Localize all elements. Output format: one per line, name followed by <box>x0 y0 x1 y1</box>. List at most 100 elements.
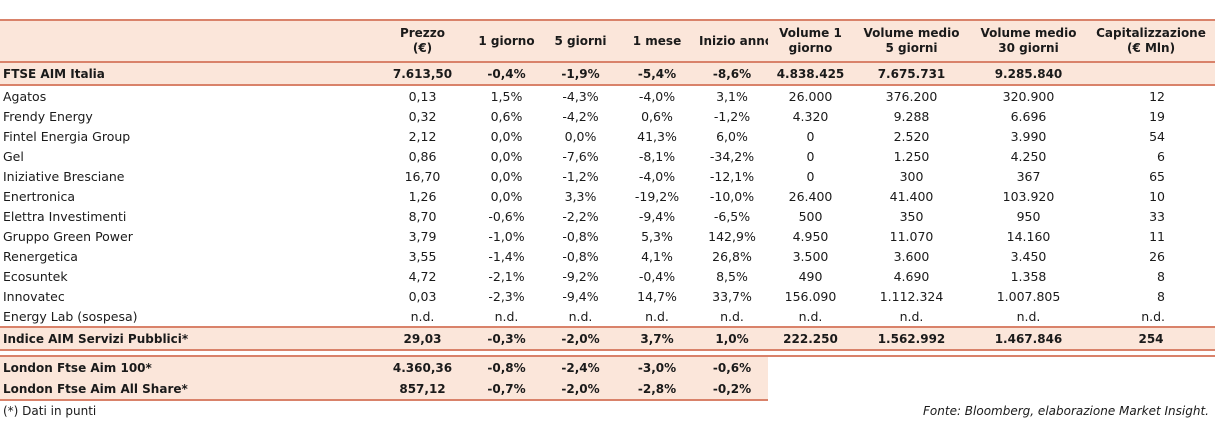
cell-inizio-anno: 6,0% <box>696 126 768 146</box>
cell-inizio-anno: 142,9% <box>696 226 768 246</box>
london-row: London Ftse Aim All Share* 857,12 -0,7% … <box>0 378 1215 401</box>
cell-volume-30: 9.285.840 <box>970 62 1087 86</box>
cell-name: Gel <box>0 146 375 166</box>
header-name <box>0 19 375 63</box>
header-1-mese: 1 mese <box>618 19 696 63</box>
cell-name: London Ftse Aim All Share* <box>0 378 375 401</box>
cell-volume-1: 26.000 <box>768 85 853 106</box>
cell-5-giorni: -0,8% <box>543 226 618 246</box>
cell-prezzo: 1,26 <box>375 186 470 206</box>
cell-volume-5: 9.288 <box>853 106 970 126</box>
cell-volume-30: 320.900 <box>970 85 1087 106</box>
cell-prezzo: n.d. <box>375 306 470 327</box>
table-footer: (*) Dati in punti Fonte: Bloomberg, elab… <box>3 404 1209 420</box>
cell-volume-5: 41.400 <box>853 186 970 206</box>
cell-volume-5: 1.562.992 <box>853 326 970 351</box>
cell-1-mese: -3,0% <box>618 355 696 378</box>
cell-inizio-anno: -0,2% <box>696 378 768 401</box>
cell-name: Innovatec <box>0 286 375 306</box>
cell-prezzo: 29,03 <box>375 326 470 351</box>
cell-name: Agatos <box>0 85 375 106</box>
cell-capitalizzazione: 33 <box>1087 206 1215 226</box>
header-capitalizzazione: Capitalizzazione (€ Mln) <box>1087 19 1215 63</box>
cell-capitalizzazione: 12 <box>1087 85 1215 106</box>
cell-capitalizzazione: 10 <box>1087 186 1215 206</box>
cell-inizio-anno: -0,6% <box>696 355 768 378</box>
cell-prezzo: 2,12 <box>375 126 470 146</box>
cell-1-mese: -2,8% <box>618 378 696 401</box>
cell-capitalizzazione: 8 <box>1087 286 1215 306</box>
cell-inizio-anno: -6,5% <box>696 206 768 226</box>
cell-5-giorni: -9,4% <box>543 286 618 306</box>
cell-capitalizzazione: 26 <box>1087 246 1215 266</box>
cell-5-giorni: -2,0% <box>543 326 618 351</box>
cell-prezzo: 0,86 <box>375 146 470 166</box>
cell-capitalizzazione <box>1087 62 1215 86</box>
cell-name: Enertronica <box>0 186 375 206</box>
cell-name: Renergetica <box>0 246 375 266</box>
cell-prezzo: 0,03 <box>375 286 470 306</box>
cell-1-giorno: -0,3% <box>470 326 543 351</box>
cell-1-mese: 5,3% <box>618 226 696 246</box>
cell-inizio-anno: 8,5% <box>696 266 768 286</box>
cell-volume-5: 4.690 <box>853 266 970 286</box>
aim-utilities-table: Prezzo (€) 1 giorno 5 giorni 1 mese Inizi… <box>0 19 1215 401</box>
cell-inizio-anno: -8,6% <box>696 62 768 86</box>
cell-1-giorno: 1,5% <box>470 85 543 106</box>
cell-1-mese: 4,1% <box>618 246 696 266</box>
cell-volume-5: 1.250 <box>853 146 970 166</box>
cell-volume-1: 4.950 <box>768 226 853 246</box>
cell-prezzo: 7.613,50 <box>375 62 470 86</box>
cell-1-mese: 3,7% <box>618 326 696 351</box>
cell-prezzo: 857,12 <box>375 378 470 401</box>
cell-name: Energy Lab (sospesa) <box>0 306 375 327</box>
spacer-cell <box>0 350 1215 356</box>
table-row: Gel 0,86 0,0% -7,6% -8,1% -34,2% 0 1.250 4.250 6 <box>0 146 1215 166</box>
cell-volume-30: n.d. <box>970 306 1087 327</box>
header-volume-1: Volume 1 giorno <box>768 19 853 63</box>
footnote: (*) Dati in punti <box>3 404 97 418</box>
header-row: Prezzo (€) 1 giorno 5 giorni 1 mese Inizi… <box>0 19 1215 63</box>
cell-1-mese: -5,4% <box>618 62 696 86</box>
cell-volume-1: 0 <box>768 146 853 166</box>
cell-1-mese: 41,3% <box>618 126 696 146</box>
header-volume-1-line2: giorno <box>788 41 833 55</box>
header-volume-30-line1: Volume medio <box>980 26 1077 40</box>
cell-capitalizzazione: n.d. <box>1087 306 1215 327</box>
cell-1-giorno: 0,0% <box>470 166 543 186</box>
table-row: Renergetica 3,55 -1,4% -0,8% 4,1% 26,8% 3.500 3… <box>0 246 1215 266</box>
cell-1-mese: -4,0% <box>618 85 696 106</box>
cell-volume-5: 11.070 <box>853 226 970 246</box>
cell-volume-1: 3.500 <box>768 246 853 266</box>
table-row: Gruppo Green Power 3,79 -1,0% -0,8% 5,3% 142,… <box>0 226 1215 246</box>
cell-name: Gruppo Green Power <box>0 226 375 246</box>
cell-volume-1: 0 <box>768 126 853 146</box>
header-volume-1-line1: Volume 1 <box>779 26 842 40</box>
cell-name: Ecosuntek <box>0 266 375 286</box>
cell-name: Fintel Energia Group <box>0 126 375 146</box>
cell-prezzo: 0,32 <box>375 106 470 126</box>
cell-capitalizzazione: 8 <box>1087 266 1215 286</box>
cell-inizio-anno: -34,2% <box>696 146 768 166</box>
cell-prezzo: 4,72 <box>375 266 470 286</box>
cell-5-giorni: -2,4% <box>543 355 618 378</box>
cell-name: Frendy Energy <box>0 106 375 126</box>
header-volume-5: Volume medio 5 giorni <box>853 19 970 63</box>
cell-inizio-anno: 3,1% <box>696 85 768 106</box>
cell-5-giorni: 0,0% <box>543 126 618 146</box>
cell-volume-30: 3.450 <box>970 246 1087 266</box>
cell-1-mese: -8,1% <box>618 146 696 166</box>
cell-1-mese: -19,2% <box>618 186 696 206</box>
cell-capitalizzazione: 11 <box>1087 226 1215 246</box>
cell-prezzo: 3,79 <box>375 226 470 246</box>
header-1-giorno: 1 giorno <box>470 19 543 63</box>
cell-5-giorni: -1,2% <box>543 166 618 186</box>
cell-prezzo: 0,13 <box>375 85 470 106</box>
index-row-ftse-aim-italia: FTSE AIM Italia 7.613,50 -0,4% -1,9% -5,… <box>0 62 1215 86</box>
header-volume-5-line2: 5 giorni <box>885 41 938 55</box>
cell-volume-30: 6.696 <box>970 106 1087 126</box>
cell-inizio-anno: n.d. <box>696 306 768 327</box>
cell-name: Iniziative Bresciane <box>0 166 375 186</box>
cell-volume-1: 4.838.425 <box>768 62 853 86</box>
